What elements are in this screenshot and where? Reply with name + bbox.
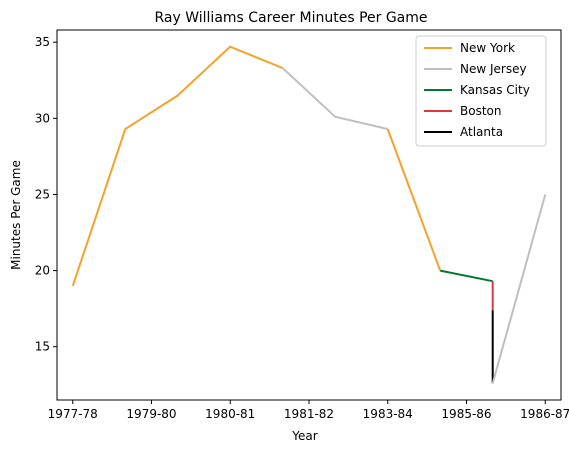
legend-label: Kansas City	[460, 83, 530, 97]
series-line-kansas-city-3	[440, 269, 493, 283]
legend-frame	[415, 35, 547, 147]
x-tick-label: 1983-84	[363, 407, 413, 421]
series-line-new-jersey-6	[491, 194, 547, 384]
y-axis: 15 20 25 30 35	[35, 35, 57, 354]
chart-title: Ray Williams Career Minutes Per Game	[154, 10, 427, 26]
x-tick-label: 1977-78	[48, 407, 98, 421]
x-tick-label: 1979-80	[126, 407, 176, 421]
y-tick-label: 30	[35, 111, 50, 125]
x-tick-label: 1981-82	[284, 407, 334, 421]
x-axis-label: Year	[291, 429, 317, 443]
legend-label: Boston	[460, 104, 501, 118]
y-tick-label: 35	[35, 35, 50, 49]
legend-label: New York	[460, 41, 515, 55]
series-layer	[71, 45, 547, 384]
series-line-new-york-2	[386, 128, 442, 271]
y-tick-label: 20	[35, 264, 50, 278]
legend-label: New Jersey	[460, 62, 527, 76]
x-axis: 1977-78 1979-80 1980-81 1981-82 1983-84 1985-…	[48, 400, 569, 421]
legend-label: Atlanta	[460, 125, 503, 139]
series-line-new-jersey-1	[282, 67, 388, 130]
series-line-new-york-0	[71, 45, 284, 287]
legend: New York New Jersey Kansas City Boston Atlan…	[415, 35, 547, 147]
x-tick-label: 1980-81	[205, 407, 255, 421]
y-axis-label: Minutes Per Game	[9, 160, 23, 270]
x-tick-label: 1985-86	[441, 407, 491, 421]
y-tick-label: 25	[35, 187, 50, 201]
y-tick-label: 15	[35, 340, 50, 354]
x-tick-label: 1986-87	[520, 407, 569, 421]
